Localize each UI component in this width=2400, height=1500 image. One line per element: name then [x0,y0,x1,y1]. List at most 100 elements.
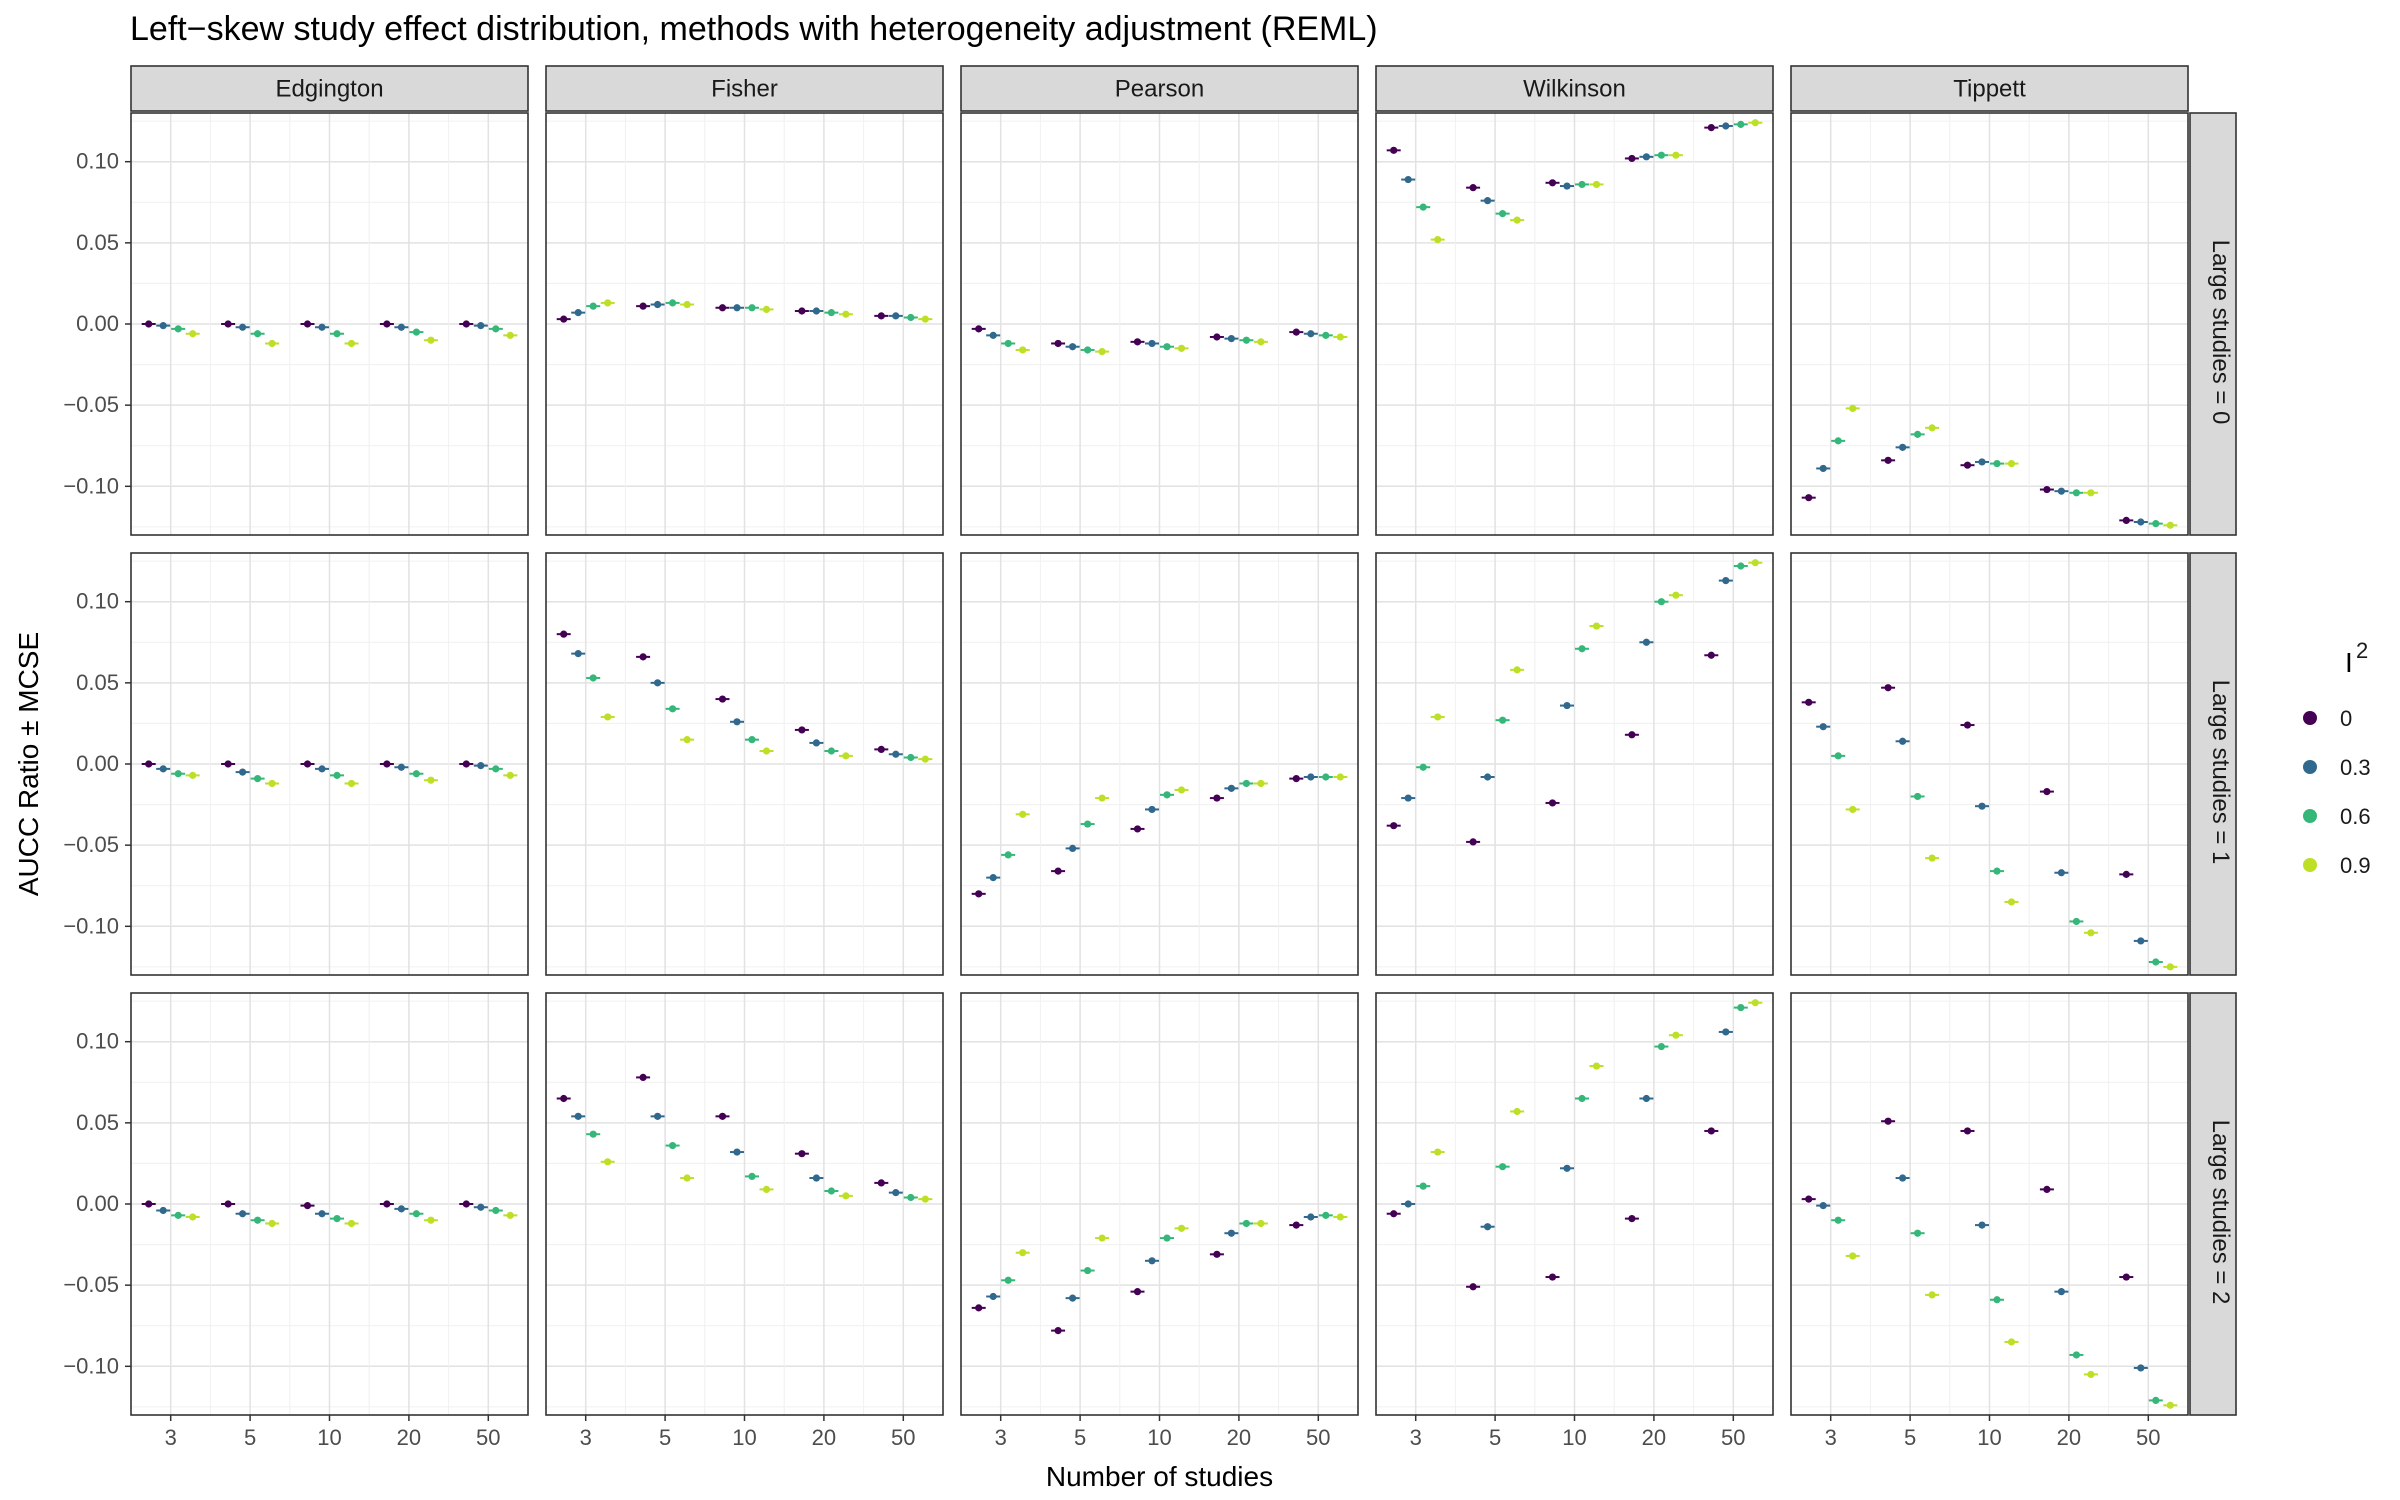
data-point-i2-0 [1707,1127,1715,1135]
data-point-i2-03 [812,739,821,747]
data-point-i2-0 [1133,1288,1142,1296]
data-point-i2-03 [1899,737,1907,745]
data-point-i2-0 [1548,1273,1557,1281]
data-point-i2-06 [1163,1234,1171,1242]
data-point-i2-0 [1133,825,1142,833]
x-tick-label: 5 [244,1425,256,1450]
data-point-i2-06 [174,1211,182,1219]
data-point-i2-03 [159,322,167,330]
data-point-i2-06 [748,1172,756,1181]
data-point-i2-0 [1213,333,1221,341]
data-point-i2-03 [1819,1202,1827,1210]
strip-wilkinson [1375,65,1774,112]
panel-fisher-row-0 [545,112,944,536]
data-point-i2-09 [2166,1401,2174,1409]
data-point-i2-09 [1336,1213,1344,1221]
data-point-i2-06 [492,765,500,773]
data-point-i2-0 [1884,1117,1892,1125]
data-point-i2-06 [1004,1276,1012,1284]
data-point-i2-09 [1513,1107,1521,1116]
data-point-i2-0 [718,1112,727,1120]
data-point-i2-03 [892,312,900,320]
y-tick-label: 0.05 [76,230,119,255]
data-point-i2-06 [1322,331,1330,339]
data-point-i2-06 [1499,210,1507,218]
panel-border [1790,552,2189,976]
data-point-i2-06 [2072,917,2080,926]
panel-fisher-row-1 [545,552,944,976]
data-point-i2-0 [1054,867,1062,875]
data-point-i2-03 [892,1189,900,1197]
data-point-i2-0 [975,325,983,333]
data-point-i2-09 [1849,805,1857,814]
data-point-i2-09 [1592,622,1601,630]
x-tick-label: 3 [580,1425,592,1450]
data-point-i2-09 [506,331,514,339]
data-point-i2-0 [145,320,153,328]
data-point-i2-09 [268,779,276,788]
data-point-i2-09 [1672,151,1680,159]
data-point-i2-0 [1805,1195,1813,1203]
data-point-i2-06 [2072,1351,2080,1359]
data-point-i2-03 [1978,458,1986,466]
data-point-i2-0 [1292,328,1300,336]
strip-label-pearson: Pearson [1115,76,1204,103]
data-point-i2-06 [1163,791,1171,799]
data-point-i2-09 [2166,521,2174,529]
row-strip-2 [2189,992,2237,1416]
data-point-i2-06 [254,1216,262,1224]
y-tick-label: −0.05 [63,832,119,857]
x-tick-label: 10 [1562,1425,1586,1450]
data-point-i2-03 [989,1292,997,1301]
y-tick-label: −0.10 [63,1353,119,1378]
data-point-i2-09 [1098,1234,1106,1242]
data-point-i2-06 [1737,1004,1745,1012]
data-point-i2-06 [827,747,836,755]
data-point-i2-0 [718,304,727,312]
data-point-i2-0 [303,1202,312,1210]
data-point-i2-06 [827,1187,836,1195]
data-point-i2-09 [2007,459,2016,468]
panel-wilkinson-row-2 [1375,992,1774,1416]
data-point-i2-09 [1751,559,1759,567]
x-tick-label: 50 [1306,1425,1330,1450]
data-point-i2-03 [1069,1294,1077,1302]
data-point-i2-03 [654,1112,662,1120]
data-point-i2-03 [477,1203,485,1211]
data-point-i2-0 [560,1094,568,1103]
data-point-i2-06 [1322,1211,1330,1219]
data-point-i2-06 [1578,180,1586,189]
data-point-i2-0 [462,760,470,768]
data-point-i2-06 [907,313,915,322]
data-point-i2-0 [639,1073,647,1081]
data-point-i2-06 [2152,1396,2160,1404]
data-point-i2-06 [412,1210,420,1218]
data-point-i2-06 [333,771,341,779]
x-tick-label: 3 [165,1425,177,1450]
data-point-i2-0 [1469,1283,1477,1291]
data-point-i2-0 [560,630,568,638]
panel-wilkinson-row-0 [1375,112,1774,536]
data-point-i2-06 [1499,716,1507,724]
panel-tippett-row-0 [1790,112,2189,536]
y-tick-label: −0.10 [63,473,119,498]
panel-border [1790,112,2189,536]
data-point-i2-09 [921,315,929,323]
data-point-i2-09 [762,747,771,755]
data-point-i2-06 [2152,520,2160,528]
data-point-i2-06 [1914,792,1922,801]
data-point-i2-06 [748,736,756,744]
data-point-i2-06 [1084,1266,1092,1275]
data-point-i2-06 [1993,867,2001,875]
y-tick-label: −0.05 [63,392,119,417]
x-tick-label: 3 [1825,1425,1837,1450]
strip-pearson [960,65,1359,112]
data-point-i2-06 [1242,779,1250,788]
data-point-i2-06 [1657,151,1665,159]
data-point-i2-03 [1404,1200,1412,1208]
data-point-i2-03 [1899,1174,1907,1182]
data-point-i2-09 [189,771,197,779]
data-point-i2-06 [1657,598,1665,606]
data-point-i2-09 [1257,338,1265,346]
y-tick-label: 0.05 [76,1110,119,1135]
